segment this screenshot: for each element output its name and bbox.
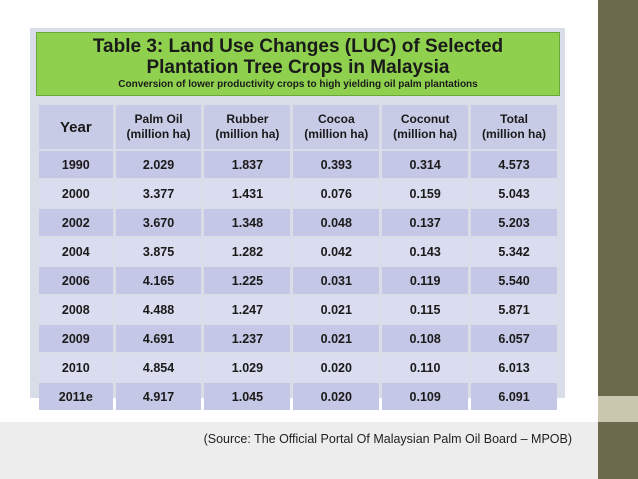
table-title-line-1: Table 3: Land Use Changes (LUC) of Selec… [92,36,504,57]
table-row: 2006 4.165 1.225 0.031 0.119 5.540 [39,267,557,294]
table-subtitle: Conversion of lower productivity crops t… [118,79,478,90]
cell-palm-oil: 3.670 [115,209,202,236]
table-row: 2011e 4.917 1.045 0.020 0.109 6.091 [39,383,557,410]
table-row: 1990 2.029 1.837 0.393 0.314 4.573 [39,151,557,178]
cell-cocoa: 0.048 [293,209,380,236]
cell-palm-oil: 4.691 [115,325,202,352]
column-header-coconut: Coconut (million ha) [382,105,469,149]
cell-year: 2002 [39,209,113,236]
cell-coconut: 0.137 [382,209,469,236]
cell-rubber: 1.237 [204,325,291,352]
column-header-label: Total [500,112,528,126]
column-header-unit: (million ha) [304,127,369,141]
cell-rubber: 1.247 [204,296,291,323]
cell-rubber: 1.045 [204,383,291,410]
table-row: 2000 3.377 1.431 0.076 0.159 5.043 [39,180,557,207]
table-title-box: Table 3: Land Use Changes (LUC) of Selec… [36,32,560,96]
cell-palm-oil: 2.029 [115,151,202,178]
table-row: 2008 4.488 1.247 0.021 0.115 5.871 [39,296,557,323]
cell-year: 2010 [39,354,113,381]
column-header-label: Coconut [400,112,450,126]
cell-total: 6.057 [471,325,557,352]
table-title-line-2: Plantation Tree Crops in Malaysia [146,57,450,78]
cell-year: 2008 [39,296,113,323]
cell-year: 2009 [39,325,113,352]
cell-rubber: 1.348 [204,209,291,236]
cell-coconut: 0.115 [382,296,469,323]
cell-cocoa: 0.042 [293,238,380,265]
column-header-cocoa: Cocoa (million ha) [293,105,380,149]
column-header-total: Total (million ha) [471,105,557,149]
land-use-table: Year Palm Oil (million ha) Rubber (milli… [36,103,560,412]
cell-year: 1990 [39,151,113,178]
column-header-palm-oil: Palm Oil (million ha) [115,105,202,149]
cell-cocoa: 0.393 [293,151,380,178]
cell-year: 2006 [39,267,113,294]
column-header-unit: (million ha) [126,127,191,141]
cell-coconut: 0.108 [382,325,469,352]
cell-coconut: 0.314 [382,151,469,178]
column-header-unit: (million ha) [393,127,458,141]
cell-total: 6.013 [471,354,557,381]
cell-palm-oil: 4.488 [115,296,202,323]
side-accent-block [598,396,638,422]
cell-cocoa: 0.020 [293,354,380,381]
cell-cocoa: 0.021 [293,325,380,352]
table-body: 1990 2.029 1.837 0.393 0.314 4.573 2000 3.377 1.… [39,151,557,410]
cell-palm-oil: 3.377 [115,180,202,207]
column-header-label: Cocoa [317,112,355,126]
table-row: 2002 3.670 1.348 0.048 0.137 5.203 [39,209,557,236]
cell-coconut: 0.143 [382,238,469,265]
footer-band [0,422,598,479]
table-row: 2009 4.691 1.237 0.021 0.108 6.057 [39,325,557,352]
cell-coconut: 0.110 [382,354,469,381]
table-header-row: Year Palm Oil (million ha) Rubber (milli… [39,105,557,149]
column-header-unit: (million ha) [215,127,280,141]
cell-year: 2004 [39,238,113,265]
cell-total: 5.043 [471,180,557,207]
cell-coconut: 0.109 [382,383,469,410]
column-header-rubber: Rubber (million ha) [204,105,291,149]
cell-palm-oil: 3.875 [115,238,202,265]
cell-total: 5.342 [471,238,557,265]
cell-rubber: 1.029 [204,354,291,381]
column-header-label: Palm Oil [134,112,183,126]
cell-cocoa: 0.021 [293,296,380,323]
cell-cocoa: 0.031 [293,267,380,294]
cell-cocoa: 0.020 [293,383,380,410]
source-citation: (Source: The Official Portal Of Malaysia… [203,432,572,446]
table-row: 2004 3.875 1.282 0.042 0.143 5.342 [39,238,557,265]
cell-palm-oil: 4.854 [115,354,202,381]
column-header-unit: (million ha) [482,127,547,141]
column-header-label: Rubber [226,112,269,126]
cell-coconut: 0.119 [382,267,469,294]
cell-rubber: 1.837 [204,151,291,178]
cell-coconut: 0.159 [382,180,469,207]
cell-cocoa: 0.076 [293,180,380,207]
cell-total: 5.540 [471,267,557,294]
cell-total: 6.091 [471,383,557,410]
cell-total: 5.871 [471,296,557,323]
cell-year: 2011e [39,383,113,410]
cell-total: 4.573 [471,151,557,178]
cell-total: 5.203 [471,209,557,236]
cell-rubber: 1.431 [204,180,291,207]
cell-rubber: 1.282 [204,238,291,265]
column-header-year: Year [39,105,113,149]
cell-palm-oil: 4.165 [115,267,202,294]
cell-rubber: 1.225 [204,267,291,294]
cell-year: 2000 [39,180,113,207]
cell-palm-oil: 4.917 [115,383,202,410]
table-row: 2010 4.854 1.029 0.020 0.110 6.013 [39,354,557,381]
column-header-label: Year [59,118,92,136]
